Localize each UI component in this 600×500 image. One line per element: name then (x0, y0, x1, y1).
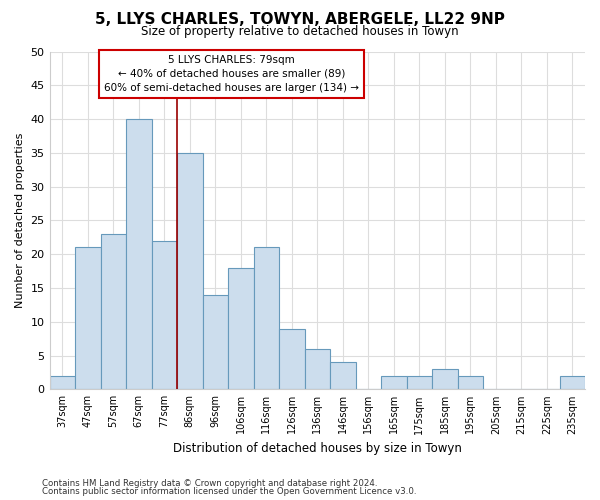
Bar (305, 349, 330, 390)
Bar (177, 153, 203, 390)
Bar (432, 369, 458, 390)
Bar (126, 119, 152, 390)
Y-axis label: Number of detached properties: Number of detached properties (15, 132, 25, 308)
Text: Contains public sector information licensed under the Open Government Licence v3: Contains public sector information licen… (42, 487, 416, 496)
Bar (254, 248, 279, 390)
Text: Contains HM Land Registry data © Crown copyright and database right 2024.: Contains HM Land Registry data © Crown c… (42, 478, 377, 488)
Text: Size of property relative to detached houses in Towyn: Size of property relative to detached ho… (141, 25, 459, 38)
Bar (407, 376, 432, 390)
Bar (458, 376, 483, 390)
Bar (330, 362, 356, 390)
Text: 5 LLYS CHARLES: 79sqm
← 40% of detached houses are smaller (89)
60% of semi-deta: 5 LLYS CHARLES: 79sqm ← 40% of detached … (104, 55, 359, 93)
Bar (560, 376, 585, 390)
Bar (75, 248, 101, 390)
Bar (279, 328, 305, 390)
Bar (203, 294, 228, 390)
Bar (50, 376, 75, 390)
X-axis label: Distribution of detached houses by size in Towyn: Distribution of detached houses by size … (173, 442, 462, 455)
Bar (228, 268, 254, 390)
Bar (152, 240, 177, 390)
Bar (381, 376, 407, 390)
Bar (101, 234, 126, 390)
Text: 5, LLYS CHARLES, TOWYN, ABERGELE, LL22 9NP: 5, LLYS CHARLES, TOWYN, ABERGELE, LL22 9… (95, 12, 505, 28)
